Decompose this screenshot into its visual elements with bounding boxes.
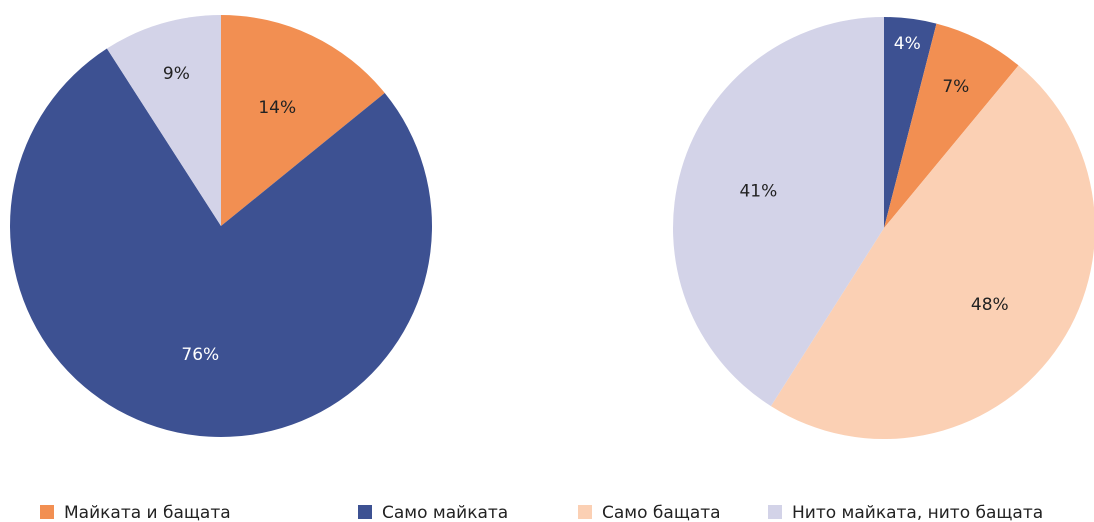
legend-label: Само майката bbox=[382, 503, 508, 522]
pie-slice bbox=[884, 23, 1019, 228]
slice-label: 14% bbox=[258, 98, 296, 118]
legend-label: Майката и бащата bbox=[64, 503, 231, 522]
legend-swatch bbox=[768, 505, 782, 519]
legend-label: Нито майката, нито бащата bbox=[792, 503, 1043, 522]
pie-slice bbox=[884, 17, 937, 228]
slice-label: 4% bbox=[894, 34, 921, 54]
legend-swatch bbox=[40, 505, 54, 519]
pie-slice bbox=[221, 15, 385, 226]
pie-slice bbox=[10, 48, 433, 437]
slice-label: 7% bbox=[942, 77, 969, 97]
slice-label: 76% bbox=[181, 345, 219, 365]
pie-slice bbox=[106, 15, 221, 226]
legend-label: Само бащата bbox=[602, 503, 721, 522]
slice-label: 9% bbox=[163, 64, 190, 84]
pie-slice bbox=[672, 17, 884, 407]
pie-slice bbox=[770, 65, 1094, 440]
legend-swatch bbox=[578, 505, 592, 519]
legend-swatch bbox=[358, 505, 372, 519]
slice-label: 48% bbox=[971, 295, 1009, 315]
slice-label: 41% bbox=[739, 182, 777, 202]
